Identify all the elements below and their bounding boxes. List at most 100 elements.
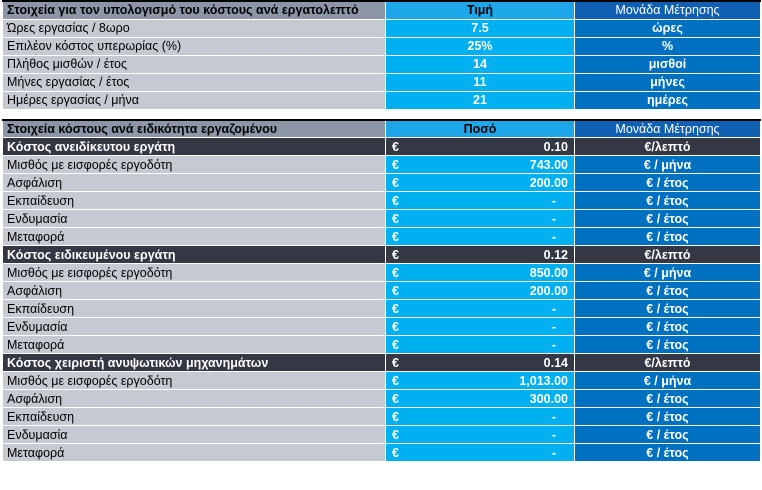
cost-unit-cell[interactable]: € / μήνα [574,155,761,174]
cost-value-cell[interactable]: €300.00 [385,389,575,408]
cost-label-cell[interactable]: Εκπαίδευση [2,299,386,318]
cost-value-cell[interactable]: €743.00 [385,155,575,174]
amount-value: - [551,337,556,352]
cost-value-cell[interactable]: €200.00 [385,173,575,192]
cost-unit-cell[interactable]: € / έτος [574,209,761,228]
section-unit-cell[interactable]: €/λεπτό [574,353,761,372]
currency-symbol: € [392,229,399,244]
cost-unit-cell[interactable]: € / έτος [574,407,761,426]
money-value: €743.00 [390,158,570,172]
param-value-cell[interactable]: 11 [385,72,575,92]
work-parameters-table: Στοιχεία για τον υπολογισμό του κόστους … [2,0,761,110]
cost-unit-cell[interactable]: € / έτος [574,425,761,444]
money-value: € - [390,302,570,316]
param-unit-cell[interactable]: μισθοί [574,54,761,74]
cost-label-cell[interactable]: Ενδυμασία [2,209,386,228]
section-value-cell[interactable]: €0.14 [385,353,575,372]
cost-label-cell[interactable]: Ενδυμασία [2,425,386,444]
param-value-cell[interactable]: 21 [385,90,575,110]
cost-unit-cell[interactable]: € / έτος [574,227,761,246]
money-value: € - [390,446,570,460]
amount-value: - [551,445,556,460]
cost-value-cell[interactable]: € - [385,209,575,228]
cost-unit-cell[interactable]: € / μήνα [574,263,761,282]
param-label-cell[interactable]: Επιλέον κόστος υπερωρίας (%) [2,36,386,56]
cost-label-cell[interactable]: Ασφάλιση [2,173,386,192]
cost-unit-cell[interactable]: € / έτος [574,335,761,354]
section-title-cell[interactable]: Κόστος ειδικευμένου εργάτη [2,245,386,264]
cost-value-cell[interactable]: € - [385,191,575,210]
cost-value-cell[interactable]: € - [385,335,575,354]
table2-header-row: Στοιχεία κόστους ανά ειδικότητα εργαζομέ… [2,118,761,138]
cost-label-cell[interactable]: Μισθός με εισφορές εργοδότη [2,263,386,282]
param-label-cell[interactable]: Ημέρες εργασίας / μήνα [2,90,386,110]
cost-unit-cell[interactable]: € / έτος [574,191,761,210]
cost-unit-cell[interactable]: € / μήνα [574,371,761,390]
cost-value-cell[interactable]: €200.00 [385,281,575,300]
cost-unit-cell[interactable]: € / έτος [574,281,761,300]
cost-label-cell[interactable]: Μισθός με εισφορές εργοδότη [2,155,386,174]
section-unit-cell[interactable]: €/λεπτό [574,245,761,264]
cost-label-cell[interactable]: Μεταφορά [2,227,386,246]
section-unit-cell[interactable]: €/λεπτό [574,137,761,156]
table-row: Μήνες εργασίας / έτος 11 μήνες [2,72,761,92]
param-value-cell[interactable]: 25% [385,36,575,56]
currency-symbol: € [392,211,399,226]
money-value: €200.00 [390,284,570,298]
cost-value-cell[interactable]: € - [385,425,575,444]
cost-label-cell[interactable]: Εκπαίδευση [2,191,386,210]
currency-symbol: € [392,157,399,172]
section-title-cell[interactable]: Κόστος ανειδίκευτου εργάτη [2,137,386,156]
param-value-cell[interactable]: 14 [385,54,575,74]
param-unit-cell[interactable]: μήνες [574,72,761,92]
amount-value: 200.00 [529,175,568,190]
section-value-cell[interactable]: €0.12 [385,245,575,264]
cost-label-cell[interactable]: Μεταφορά [2,443,386,462]
cost-unit-cell[interactable]: € / έτος [574,389,761,408]
cost-unit-cell[interactable]: € / έτος [574,443,761,462]
table1-header-value[interactable]: Τιμή [385,0,575,20]
table-row: Ενδυμασία € - € / έτος [2,425,761,444]
cost-label-cell[interactable]: Ασφάλιση [2,281,386,300]
table2-header-value[interactable]: Ποσό [385,118,575,138]
table-row: Μεταφορά € - € / έτος [2,335,761,354]
cost-value-cell[interactable]: € - [385,299,575,318]
cost-value-cell[interactable]: € - [385,407,575,426]
cost-label-cell[interactable]: Ενδυμασία [2,317,386,336]
table-row: Μισθός με εισφορές εργοδότη €1,013.00 € / … [2,371,761,390]
cost-value-cell[interactable]: €1,013.00 [385,371,575,390]
section-row: Κόστος ανειδίκευτου εργάτη €0.10 €/λεπτό [2,137,761,156]
cost-value-cell[interactable]: € - [385,317,575,336]
currency-symbol: € [392,283,399,298]
cost-value-cell[interactable]: € - [385,227,575,246]
cost-label-cell[interactable]: Εκπαίδευση [2,407,386,426]
param-label-cell[interactable]: Πλήθος μισθών / έτος [2,54,386,74]
table-row: Ενδυμασία € - € / έτος [2,317,761,336]
currency-symbol: € [392,409,399,424]
param-label-cell[interactable]: Μήνες εργασίας / έτος [2,72,386,92]
cost-label-cell[interactable]: Μεταφορά [2,335,386,354]
cost-unit-cell[interactable]: € / έτος [574,317,761,336]
table2-header-label[interactable]: Στοιχεία κόστους ανά ειδικότητα εργαζομέ… [2,118,386,138]
currency-symbol: € [392,355,399,370]
param-unit-cell[interactable]: ώρες [574,18,761,38]
cost-unit-cell[interactable]: € / έτος [574,173,761,192]
table1-header-unit[interactable]: Μονάδα Μέτρησης [574,0,761,20]
param-label-cell[interactable]: Ώρες εργασίας / 8ωρο [2,18,386,38]
section-title-cell[interactable]: Κόστος χειριστή ανυψωτικών μηχανημάτων [2,353,386,372]
cost-value-cell[interactable]: € - [385,443,575,462]
param-unit-cell[interactable]: % [574,36,761,56]
table2-header-unit[interactable]: Μονάδα Μέτρησης [574,118,761,138]
cost-value-cell[interactable]: €850.00 [385,263,575,282]
cost-unit-cell[interactable]: € / έτος [574,299,761,318]
currency-symbol: € [392,247,399,262]
param-unit-cell[interactable]: ημέρες [574,90,761,110]
cost-label-cell[interactable]: Μισθός με εισφορές εργοδότη [2,371,386,390]
cost-label-cell[interactable]: Ασφάλιση [2,389,386,408]
amount-value: - [551,409,556,424]
amount-value: 1,013.00 [519,373,568,388]
money-value: € - [390,338,570,352]
table1-header-label[interactable]: Στοιχεία για τον υπολογισμό του κόστους … [2,0,386,20]
section-value-cell[interactable]: €0.10 [385,137,575,156]
param-value-cell[interactable]: 7.5 [385,18,575,38]
